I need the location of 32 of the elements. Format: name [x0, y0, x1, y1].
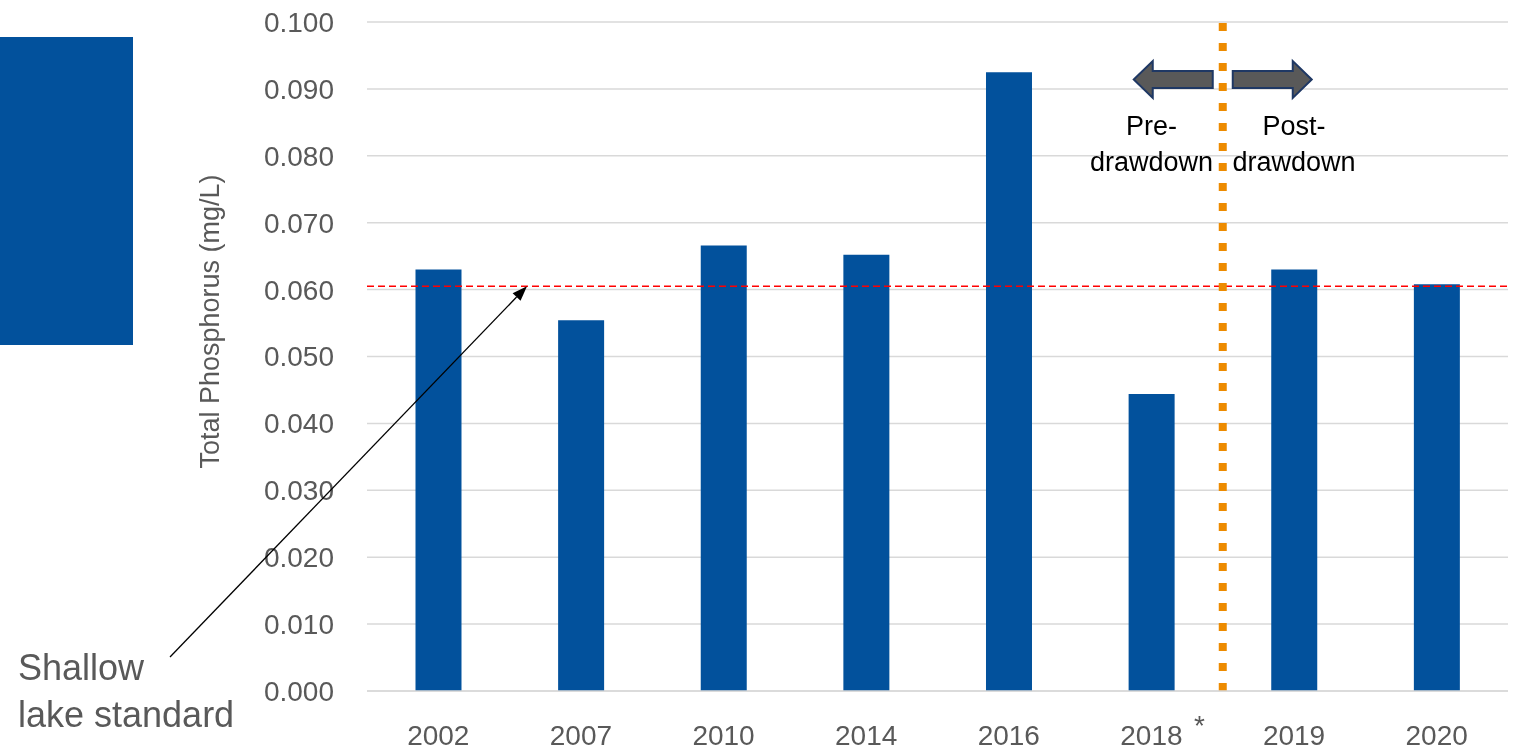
y-axis-title: Total Phosphorus (mg/L) — [195, 174, 225, 469]
y-tick-label: 0.080 — [263, 140, 334, 172]
bar — [1271, 269, 1318, 691]
bar — [558, 320, 605, 691]
y-tick-label: 0.010 — [263, 609, 334, 641]
x-tick-label: 2010 — [692, 719, 755, 751]
x-tick-label: 2019 — [1262, 719, 1326, 751]
annotation: Post-drawdown — [1232, 111, 1356, 177]
bar — [415, 269, 462, 691]
x-tick-label: 2018 — [1120, 719, 1183, 751]
x-tick-label: 2007 — [549, 719, 613, 751]
x-tick-label: 2002 — [407, 719, 470, 751]
annotation: Pre-drawdown — [1089, 111, 1213, 177]
y-tick-label: 0.040 — [263, 408, 334, 440]
bar — [700, 245, 747, 691]
y-tick-label: 0.000 — [263, 675, 334, 707]
bar — [985, 72, 1032, 691]
x-tick-label: 2016 — [977, 719, 1040, 751]
bar — [1413, 284, 1460, 691]
bar — [843, 254, 890, 691]
y-tick-label: 0.100 — [263, 6, 334, 38]
y-tick-label: 0.060 — [263, 274, 334, 306]
y-tick-label: 0.030 — [263, 475, 334, 507]
bar — [1128, 393, 1175, 691]
y-tick-label: 0.070 — [263, 207, 334, 239]
text: * — [1193, 710, 1205, 741]
text: Shallow lake standard — [18, 647, 235, 735]
y-tick-label: 0.050 — [263, 341, 334, 373]
y-tick-label: 0.090 — [263, 73, 334, 105]
x-tick-label: 2014 — [835, 719, 898, 751]
x-tick-label: 2020 — [1405, 719, 1468, 751]
y-tick-label: 0.020 — [263, 542, 334, 574]
